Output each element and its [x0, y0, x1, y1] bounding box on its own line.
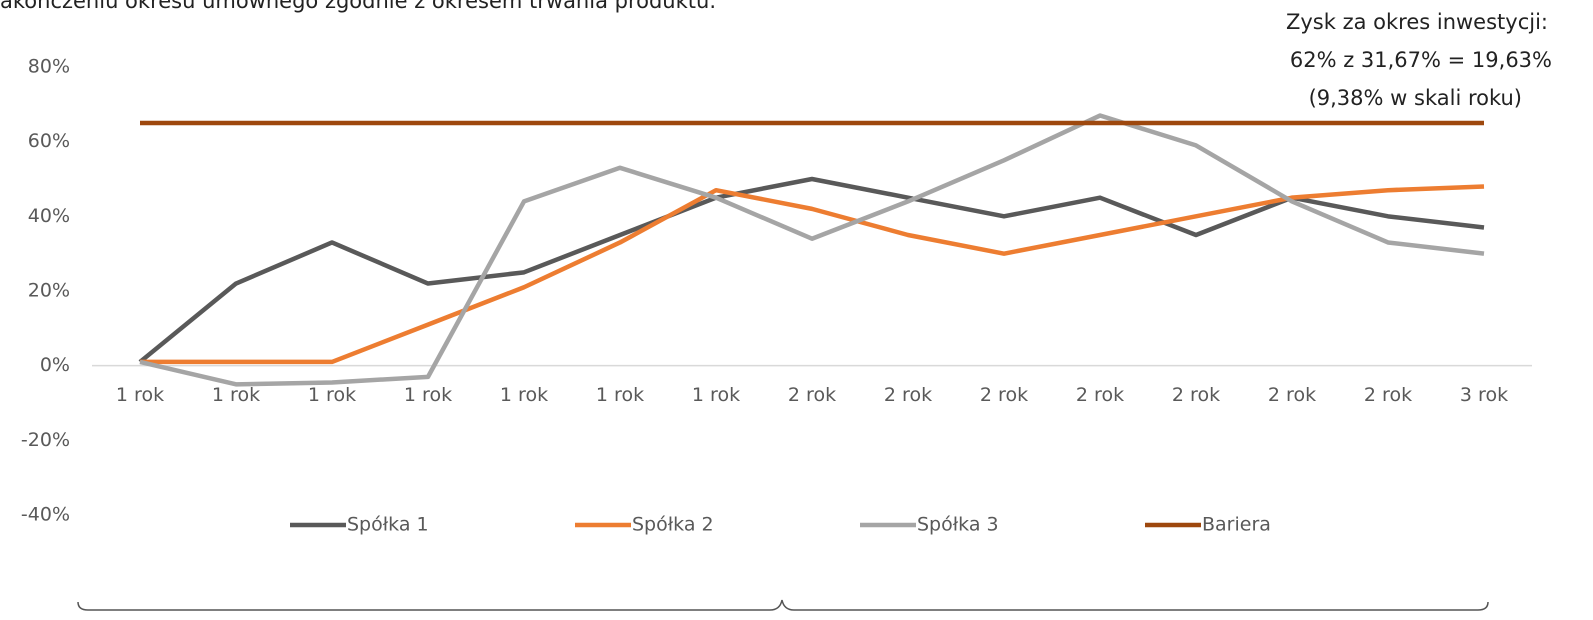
- x-tick-label: 1 rok: [692, 384, 740, 406]
- y-tick-label: -20%: [21, 429, 70, 451]
- x-tick-label: 1 rok: [116, 384, 164, 406]
- x-tick-label: 1 rok: [404, 384, 452, 406]
- legend-label: Spółka 3: [917, 514, 999, 536]
- x-tick-label: 2 rok: [1268, 384, 1316, 406]
- series-line: [139, 113, 1485, 387]
- legend-label: Spółka 1: [347, 514, 429, 536]
- legend-label: Spółka 2: [632, 514, 714, 536]
- series-line: [140, 184, 1485, 365]
- series-line: [138, 176, 1485, 364]
- x-tick-label: 1 rok: [596, 384, 644, 406]
- y-tick-label: -40%: [21, 504, 70, 526]
- annotation: 62% z 31,67% = 19,63%: [1283, 48, 1552, 72]
- subtitle: akończeniu okresu umownego zgodnie z okr…: [0, 0, 716, 13]
- y-tick-label: 40%: [28, 205, 70, 227]
- x-tick-label: 2 rok: [884, 384, 932, 406]
- x-tick-label: 3 rok: [1460, 384, 1508, 406]
- x-tick-label: 1 rok: [308, 384, 356, 406]
- x-tick-label: 2 rok: [980, 384, 1028, 406]
- x-tick-label: 1 rok: [500, 384, 548, 406]
- x-tick-label: 2 rok: [788, 384, 836, 406]
- x-tick-label: 2 rok: [1364, 384, 1412, 406]
- annotation: Zysk za okres inwestycji:: [1286, 10, 1548, 34]
- x-tick-label: 2 rok: [1076, 384, 1124, 406]
- legend-label: Bariera: [1202, 514, 1271, 536]
- annotation: (9,38% w skali roku): [1309, 86, 1522, 110]
- y-tick-label: 60%: [28, 130, 70, 152]
- y-tick-label: 0%: [40, 354, 70, 376]
- y-tick-label: 20%: [28, 280, 70, 302]
- x-tick-label: 1 rok: [212, 384, 260, 406]
- brace: [77, 599, 1489, 611]
- x-tick-label: 2 rok: [1172, 384, 1220, 406]
- y-tick-label: 80%: [28, 56, 70, 78]
